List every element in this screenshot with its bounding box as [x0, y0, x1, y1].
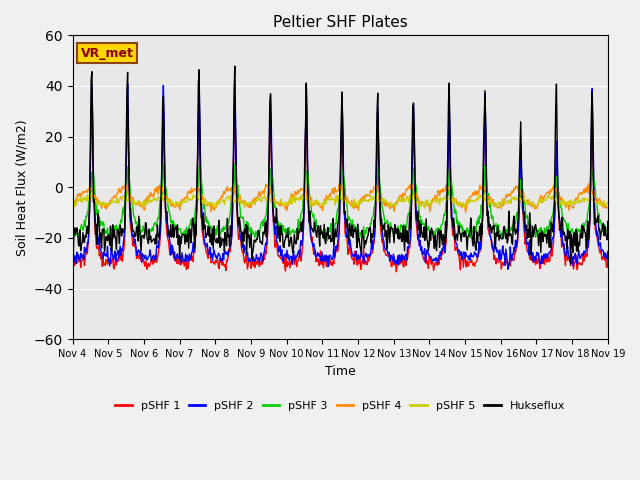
pSHF 1: [406, 233, 414, 239]
pSHF 1: [217, 259, 225, 265]
pSHF 4: [462, 209, 470, 215]
pSHF 3: [422, 228, 430, 234]
pSHF 3: [68, 230, 76, 236]
Hukseflux: [188, 230, 195, 236]
pSHF 2: [217, 257, 225, 263]
Text: VR_met: VR_met: [81, 47, 133, 60]
pSHF 4: [405, 185, 413, 191]
pSHF 1: [78, 258, 86, 264]
pSHF 2: [134, 252, 141, 257]
pSHF 5: [68, 205, 76, 211]
pSHF 1: [188, 257, 195, 263]
pSHF 1: [68, 261, 76, 267]
pSHF 1: [134, 250, 141, 256]
pSHF 5: [134, 201, 141, 207]
pSHF 3: [604, 230, 612, 236]
Line: pSHF 4: pSHF 4: [72, 184, 608, 212]
pSHF 5: [217, 199, 225, 204]
pSHF 5: [421, 205, 429, 211]
pSHF 2: [504, 266, 512, 272]
Hukseflux: [134, 224, 141, 230]
pSHF 1: [195, 89, 203, 95]
pSHF 1: [392, 269, 400, 275]
pSHF 4: [604, 205, 612, 211]
pSHF 4: [78, 190, 86, 196]
pSHF 2: [188, 250, 195, 256]
pSHF 4: [422, 201, 429, 207]
pSHF 5: [406, 192, 413, 198]
pSHF 3: [134, 223, 141, 228]
pSHF 2: [78, 255, 86, 261]
pSHF 3: [323, 238, 331, 244]
Hukseflux: [406, 210, 413, 216]
Hukseflux: [567, 261, 575, 267]
pSHF 5: [188, 197, 195, 203]
pSHF 3: [188, 222, 195, 228]
Line: pSHF 5: pSHF 5: [72, 194, 608, 208]
Title: Peltier SHF Plates: Peltier SHF Plates: [273, 15, 408, 30]
pSHF 2: [68, 258, 76, 264]
Y-axis label: Soil Heat Flux (W/m2): Soil Heat Flux (W/m2): [15, 119, 28, 256]
pSHF 2: [604, 249, 612, 254]
pSHF 2: [406, 241, 413, 247]
Line: pSHF 2: pSHF 2: [72, 79, 608, 269]
pSHF 5: [194, 191, 202, 197]
pSHF 3: [78, 225, 86, 231]
pSHF 2: [422, 260, 429, 265]
Line: pSHF 3: pSHF 3: [72, 164, 608, 241]
pSHF 5: [78, 199, 86, 205]
Line: pSHF 1: pSHF 1: [72, 92, 608, 272]
pSHF 4: [188, 185, 195, 191]
pSHF 4: [68, 205, 76, 211]
pSHF 5: [604, 199, 612, 205]
pSHF 4: [216, 196, 224, 202]
pSHF 4: [134, 200, 141, 205]
Hukseflux: [216, 244, 224, 250]
pSHF 3: [216, 231, 224, 237]
Line: Hukseflux: Hukseflux: [72, 66, 608, 264]
pSHF 3: [231, 161, 239, 167]
pSHF 5: [422, 202, 430, 207]
pSHF 1: [422, 255, 430, 261]
Hukseflux: [78, 240, 86, 245]
Hukseflux: [422, 234, 429, 240]
pSHF 2: [195, 76, 203, 82]
Hukseflux: [68, 210, 76, 216]
pSHF 1: [604, 255, 612, 261]
Hukseflux: [231, 63, 239, 69]
pSHF 4: [408, 181, 415, 187]
Hukseflux: [604, 218, 612, 224]
pSHF 3: [406, 200, 414, 205]
X-axis label: Time: Time: [324, 365, 356, 378]
Legend: pSHF 1, pSHF 2, pSHF 3, pSHF 4, pSHF 5, Hukseflux: pSHF 1, pSHF 2, pSHF 3, pSHF 4, pSHF 5, …: [111, 396, 570, 416]
